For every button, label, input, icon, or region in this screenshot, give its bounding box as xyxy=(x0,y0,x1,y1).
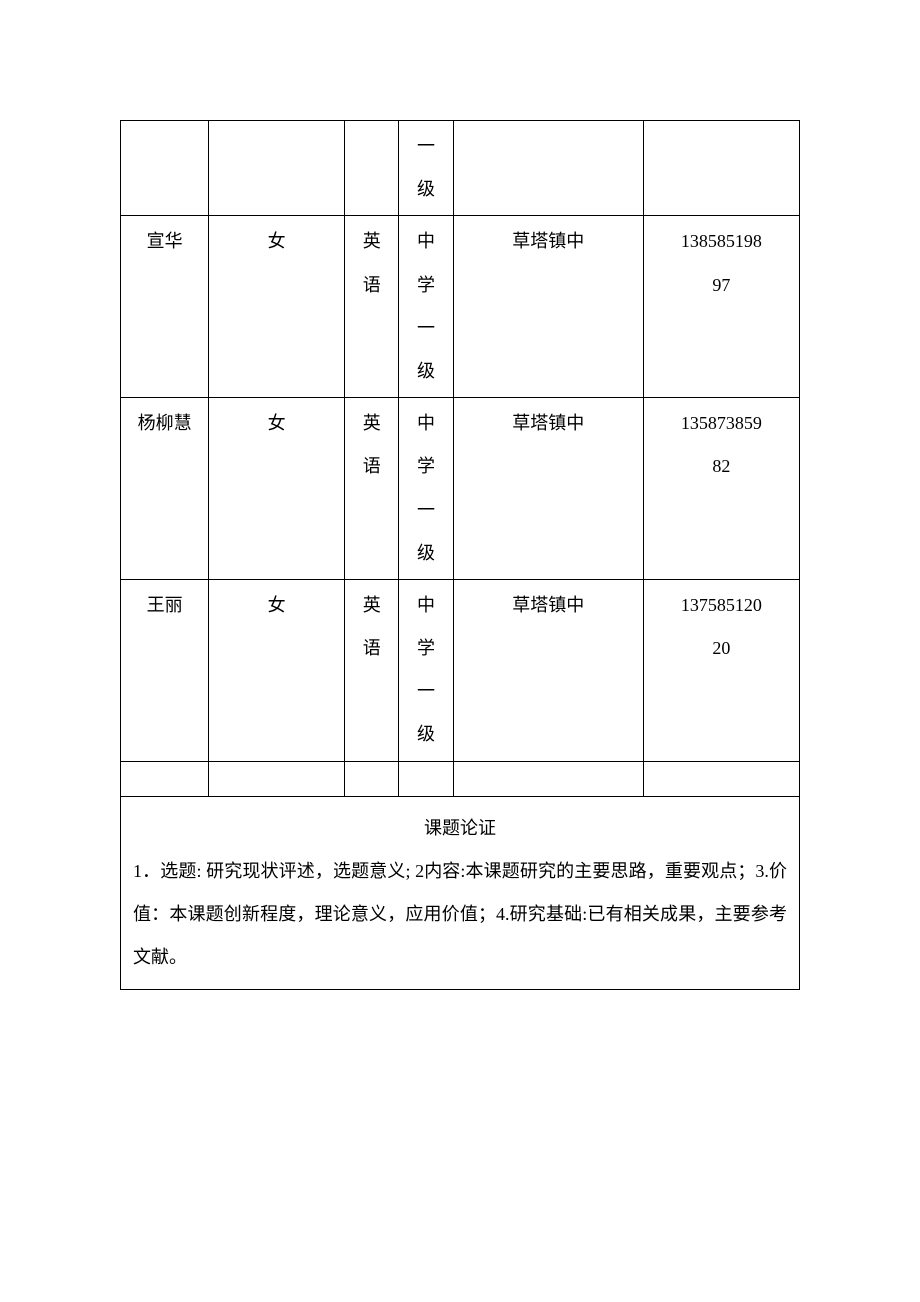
cell-phone: 13587385​9 82 xyxy=(643,398,799,580)
cell-name: 宣华 xyxy=(121,216,209,398)
cell-name xyxy=(121,121,209,216)
cell-school: 草塔镇中 xyxy=(453,398,643,580)
cell-empty xyxy=(643,761,799,796)
subject-char: 语 xyxy=(347,264,396,307)
cell-level: 中 学 一 级 xyxy=(399,398,453,580)
cell-gender: 女 xyxy=(209,579,345,761)
cell-gender: 女 xyxy=(209,216,345,398)
cell-subject xyxy=(345,121,399,216)
level-char: 一 xyxy=(401,307,450,350)
phone-line: 13758512​0 xyxy=(646,584,797,627)
level-char: 学 xyxy=(401,445,450,488)
cell-empty xyxy=(121,761,209,796)
level-char: 级 xyxy=(401,350,450,393)
page-container: 一 级 宣华 女 英 语 中 学 一 级 草塔镇中 13858519​8 97 xyxy=(0,0,920,990)
cell-level: 一 级 xyxy=(399,121,453,216)
level-char: 学 xyxy=(401,627,450,670)
level-char: 一 xyxy=(401,125,450,168)
table-row: 宣华 女 英 语 中 学 一 级 草塔镇中 13858519​8 97 xyxy=(121,216,800,398)
level-char: 级 xyxy=(401,532,450,575)
level-char: 一 xyxy=(401,489,450,532)
cell-school: 草塔镇中 xyxy=(453,216,643,398)
level-char: 中 xyxy=(401,220,450,263)
subject-char: 语 xyxy=(347,627,396,670)
table-row: 杨柳慧 女 英 语 中 学 一 级 草塔镇中 13587385​9 82 xyxy=(121,398,800,580)
table-row: 一 级 xyxy=(121,121,800,216)
level-char: 一 xyxy=(401,670,450,713)
level-char: 学 xyxy=(401,264,450,307)
topic-body: 1．选题: 研究现状评述，选题意义; 2内容:本课题研究的主要思路，重要观点；3… xyxy=(123,850,797,986)
subject-char: 语 xyxy=(347,445,396,488)
cell-level: 中 学 一 级 xyxy=(399,216,453,398)
cell-phone xyxy=(643,121,799,216)
cell-gender: 女 xyxy=(209,398,345,580)
table-row-empty xyxy=(121,761,800,796)
cell-name: 杨柳慧 xyxy=(121,398,209,580)
cell-school xyxy=(453,121,643,216)
cell-subject: 英 语 xyxy=(345,216,399,398)
topic-cell: 课题论证 1．选题: 研究现状评述，选题意义; 2内容:本课题研究的主要思路，重… xyxy=(121,796,800,990)
level-char: 中 xyxy=(401,584,450,627)
level-char: 级 xyxy=(401,168,450,211)
subject-char: 英 xyxy=(347,584,396,627)
cell-empty xyxy=(345,761,399,796)
level-char: 中 xyxy=(401,402,450,445)
cell-empty xyxy=(399,761,453,796)
cell-subject: 英 语 xyxy=(345,398,399,580)
table-row: 王丽 女 英 语 中 学 一 级 草塔镇中 13758512​0 20 xyxy=(121,579,800,761)
members-table: 一 级 宣华 女 英 语 中 学 一 级 草塔镇中 13858519​8 97 xyxy=(120,120,800,990)
level-char: 级 xyxy=(401,713,450,756)
cell-gender xyxy=(209,121,345,216)
subject-char: 英 xyxy=(347,402,396,445)
cell-empty xyxy=(209,761,345,796)
cell-level: 中 学 一 级 xyxy=(399,579,453,761)
phone-line: 20 xyxy=(646,627,797,670)
topic-row: 课题论证 1．选题: 研究现状评述，选题意义; 2内容:本课题研究的主要思路，重… xyxy=(121,796,800,990)
phone-line: 13858519​8 xyxy=(646,220,797,263)
subject-char: 英 xyxy=(347,220,396,263)
phone-line: 82 xyxy=(646,445,797,488)
cell-name: 王丽 xyxy=(121,579,209,761)
cell-school: 草塔镇中 xyxy=(453,579,643,761)
phone-line: 13587385​9 xyxy=(646,402,797,445)
cell-subject: 英 语 xyxy=(345,579,399,761)
phone-line: 97 xyxy=(646,264,797,307)
cell-phone: 13858519​8 97 xyxy=(643,216,799,398)
cell-phone: 13758512​0 20 xyxy=(643,579,799,761)
cell-empty xyxy=(453,761,643,796)
topic-title: 课题论证 xyxy=(123,801,797,850)
